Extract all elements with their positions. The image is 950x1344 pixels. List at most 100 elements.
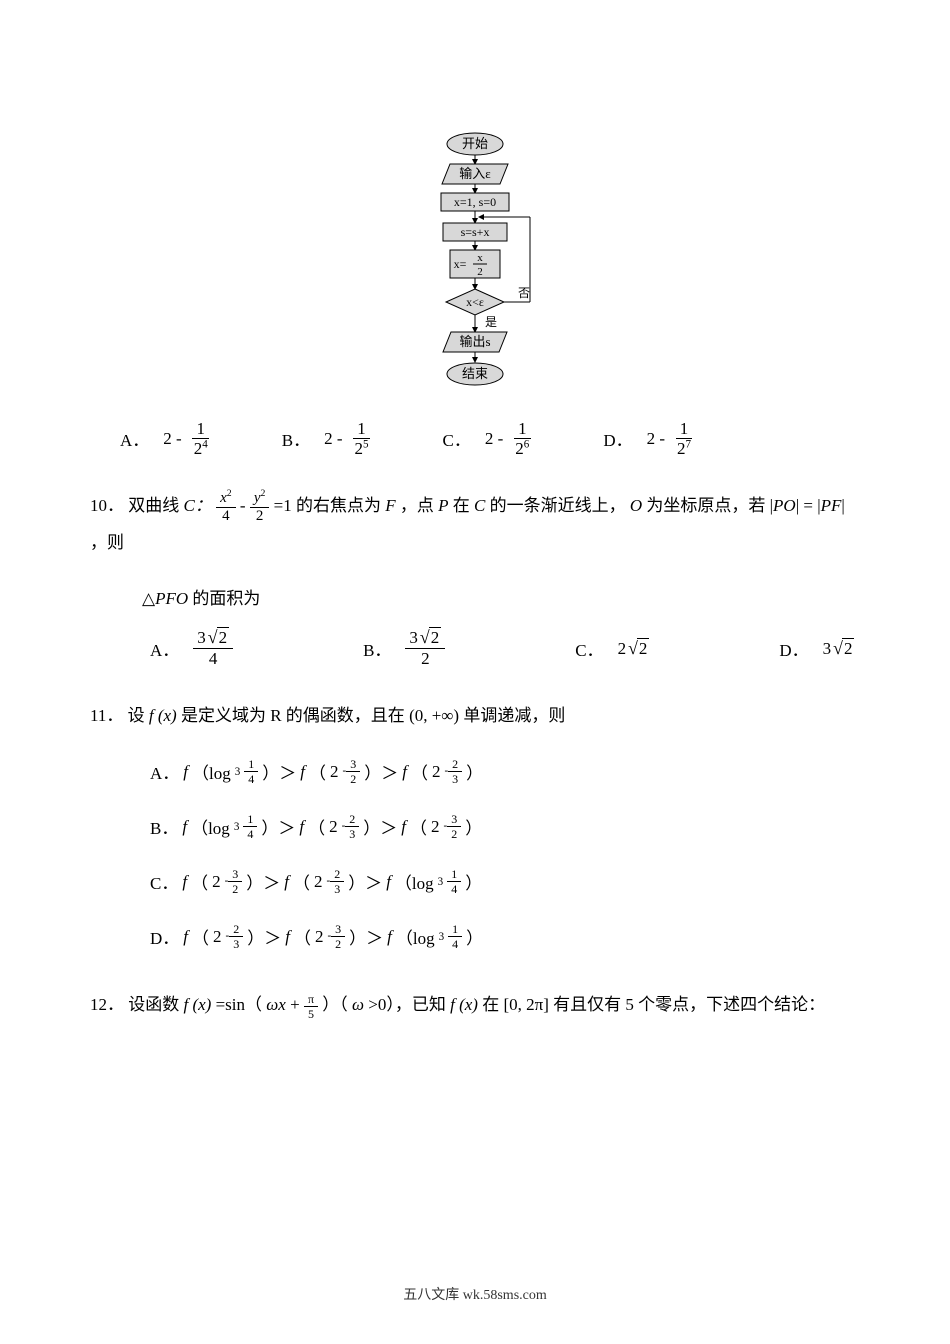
q10-frac1: x2 4 [216,491,236,524]
opt-pre: 2 - [485,429,503,449]
logfrac: 14 [244,758,258,785]
q10-area-text: △PFO 的面积为 [142,589,260,608]
frac-num: 1 [676,420,693,439]
fc-output: 输出s [459,334,490,349]
q10-pre: 双曲线 [128,496,183,515]
q11-opt-c: C． f（2-32）＞ f（2-23）＞ f（log3 14） [150,868,482,895]
flowchart: 开始 输入ε x=1, s=0 s=s+x x= x 2 x<ε 否 是 [380,120,570,400]
q10-c2: C [474,496,485,515]
frac-num: 1 [192,420,209,439]
frac-den: 2 [417,649,434,667]
fc-decision: x<ε [466,295,484,309]
fc-start: 开始 [462,136,488,151]
q10-line2: △PFO 的面积为 [142,580,860,617]
frac: 32 4 [193,629,233,667]
frac-den: 4 [218,508,234,524]
q10-mid2: 的一条渐近线上， [490,496,626,515]
frac-num: x2 [216,491,236,508]
logfrac: 14 [448,923,462,950]
q12-frac: π 5 [304,993,318,1020]
q11-number: 11． [90,706,123,725]
q12-interval: [0, 2π] [503,995,548,1014]
frac-den: 24 [190,439,212,457]
opt-pre: 2 - [324,429,342,449]
q12-omegax: ωx [266,995,286,1014]
frac-den: 27 [673,439,695,457]
fc-sum: s=s+x [461,225,490,239]
q10-curve-label: C： [184,496,212,515]
q10-opt-c: C． 22 [575,636,649,661]
q12-eq: =sin（ [216,995,262,1014]
q10-f: F [385,496,395,515]
frac-den: 25 [351,439,373,457]
q12-fx2: f (x) [450,995,478,1014]
frac-num: π [304,993,318,1007]
logfrac: 14 [447,868,461,895]
q11-pre: 设 [128,706,149,725]
opt-label: D． [779,636,808,661]
opt-pre: 2 - [163,429,181,449]
q11: 11． 设 f (x) 是定义域为 R 的偶函数，且在 (0, +∞) 单调递减… [90,697,860,734]
opt-label: B． [363,636,391,661]
frac-den: 4 [205,649,222,667]
q9-opt-c: C． 2 - 1 26 [443,420,534,457]
frac: 1 27 [673,420,695,457]
frac: 32 2 [405,629,445,667]
opt-label: A． [150,759,179,784]
fc-init: x=1, s=0 [454,195,496,209]
frac-num: y2 [250,491,270,508]
q11-fx: f (x) [149,706,177,725]
frac: 1 24 [190,420,212,457]
flowchart-svg: 开始 输入ε x=1, s=0 s=s+x x= x 2 x<ε 否 是 [380,120,570,400]
q11-opt-a: A． f（log3 14 ）＞ f（2-32）＞ f（2-23） [150,758,483,785]
q11-mid1: 是定义域为 R 的偶函数，且在 [181,706,405,725]
svg-text:2: 2 [477,266,483,278]
q11-opt-d: D． f（2-23）＞ f（2-32）＞ f（log3 14） [150,923,483,950]
q10-pf: PF [821,496,842,515]
q12-fx: f (x) [184,995,212,1014]
q9-opt-d: D． 2 - 1 27 [603,420,695,457]
logfrac: 14 [243,813,257,840]
q11-opt-b: B． f（log3 14 ）＞ f（2-23）＞ f（2-32） [150,813,482,840]
q12: 12． 设函数 f (x) =sin（ ωx + π 5 ）（ ω >0），已知… [90,986,860,1023]
opt-val: 22 [618,638,650,659]
opt-label: D． [150,924,179,949]
fc-input: 输入ε [459,166,491,181]
q10-mid: 在 [453,496,474,515]
q9-opt-a: A． 2 - 1 24 [120,420,212,457]
opt-label: C． [150,869,178,894]
opt-label: A． [150,636,179,661]
fc-yes: 是 [485,315,497,329]
q10-po: PO [773,496,796,515]
opt-label: A． [120,426,149,451]
q10-eqsign: = [803,496,813,515]
q9-options: A． 2 - 1 24 B． 2 - 1 25 C． 2 - 1 26 D． 2… [90,420,860,457]
opt-label: C． [443,426,471,451]
frac: 1 25 [351,420,373,457]
frac-num: 1 [353,420,370,439]
q11-interval: (0, +∞) [409,706,459,725]
fc-end: 结束 [462,366,488,381]
q10-c1: ，点 [400,496,438,515]
q12-close: ）（ [322,995,348,1014]
q12-number: 12． [90,995,124,1014]
q10-options: A． 32 4 B． 32 2 C． 22 D． 32 [90,629,860,667]
frac-num: 32 [405,629,445,649]
frac-num: 32 [193,629,233,649]
q9-opt-b: B． 2 - 1 25 [282,420,373,457]
opt-val: 32 [823,638,855,659]
q10-o: O [630,496,642,515]
opt-pre: 2 - [647,429,665,449]
q10: 10． 双曲线 C： x2 4 - y2 2 =1 的右焦点为 F ，点 P 在… [90,487,860,617]
q12-pre: 设函数 [128,995,183,1014]
q11-mid2: 单调递减，则 [463,706,565,725]
fc-no: 否 [518,286,530,300]
q12-omega: ω [352,995,364,1014]
q10-number: 10． [90,496,124,515]
q12-gt0: >0），已知 [368,995,450,1014]
q10-opt-a: A． 32 4 [150,629,233,667]
q10-frac2: y2 2 [250,491,270,524]
q10-minus: - [240,496,250,515]
q10-p: P [438,496,448,515]
q10-opt-b: B． 32 2 [363,629,445,667]
